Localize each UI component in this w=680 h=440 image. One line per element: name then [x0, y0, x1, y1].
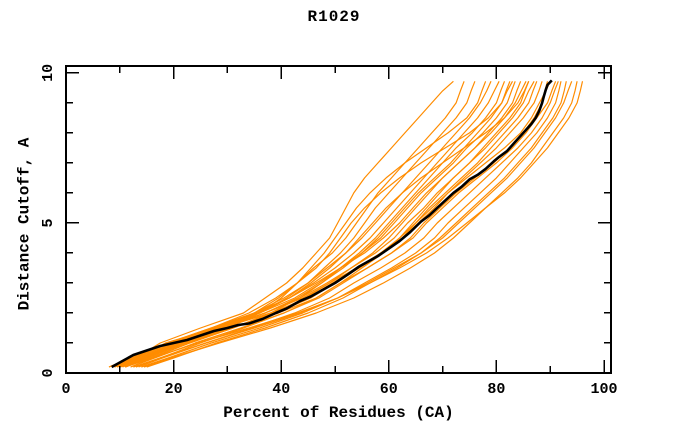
y-tick-label-5: 5: [40, 218, 57, 227]
model-03-curve: [119, 81, 476, 368]
model-25-curve: [119, 81, 514, 368]
model-01-curve: [114, 80, 454, 368]
model-04-curve: [124, 81, 487, 368]
model-09-curve: [114, 81, 516, 368]
x-tick-label-80: 80: [487, 381, 505, 398]
model-15-curve: [111, 81, 543, 368]
x-tick-label-0: 0: [61, 381, 70, 398]
model-22-curve: [133, 81, 573, 368]
model-20-curve: [141, 81, 562, 368]
x-tick-label-60: 60: [380, 381, 398, 398]
y-axis-label: Distance Cutoff, A: [15, 137, 34, 311]
model-16-curve: [130, 81, 549, 368]
model-11-curve: [108, 81, 527, 368]
y-tick-label-0: 0: [40, 368, 57, 377]
model-07-curve: [130, 81, 506, 368]
model-24-curve: [125, 81, 584, 368]
model-23-curve: [143, 81, 578, 368]
model-14-curve: [122, 81, 538, 368]
y-tick-label-10: 10: [40, 64, 57, 82]
model-26-curve: [114, 81, 530, 368]
model-17-curve: [114, 81, 551, 368]
model-05-curve: [116, 81, 492, 368]
model-21-curve: [146, 81, 567, 368]
x-tick-label-40: 40: [272, 381, 290, 398]
chart-title: R1029: [307, 8, 361, 26]
model-12-curve: [135, 81, 530, 368]
model-10-curve: [124, 81, 522, 368]
plot-frame: [65, 65, 612, 374]
model-08-curve: [119, 81, 511, 368]
x-tick-label-100: 100: [590, 381, 617, 398]
consensus-curve: [111, 79, 553, 369]
model-06-curve: [111, 81, 500, 368]
model-19-curve: [138, 81, 559, 368]
x-tick-label-20: 20: [165, 381, 183, 398]
x-axis-label: Percent of Residues (CA): [223, 404, 454, 422]
model-02-curve: [108, 81, 465, 368]
